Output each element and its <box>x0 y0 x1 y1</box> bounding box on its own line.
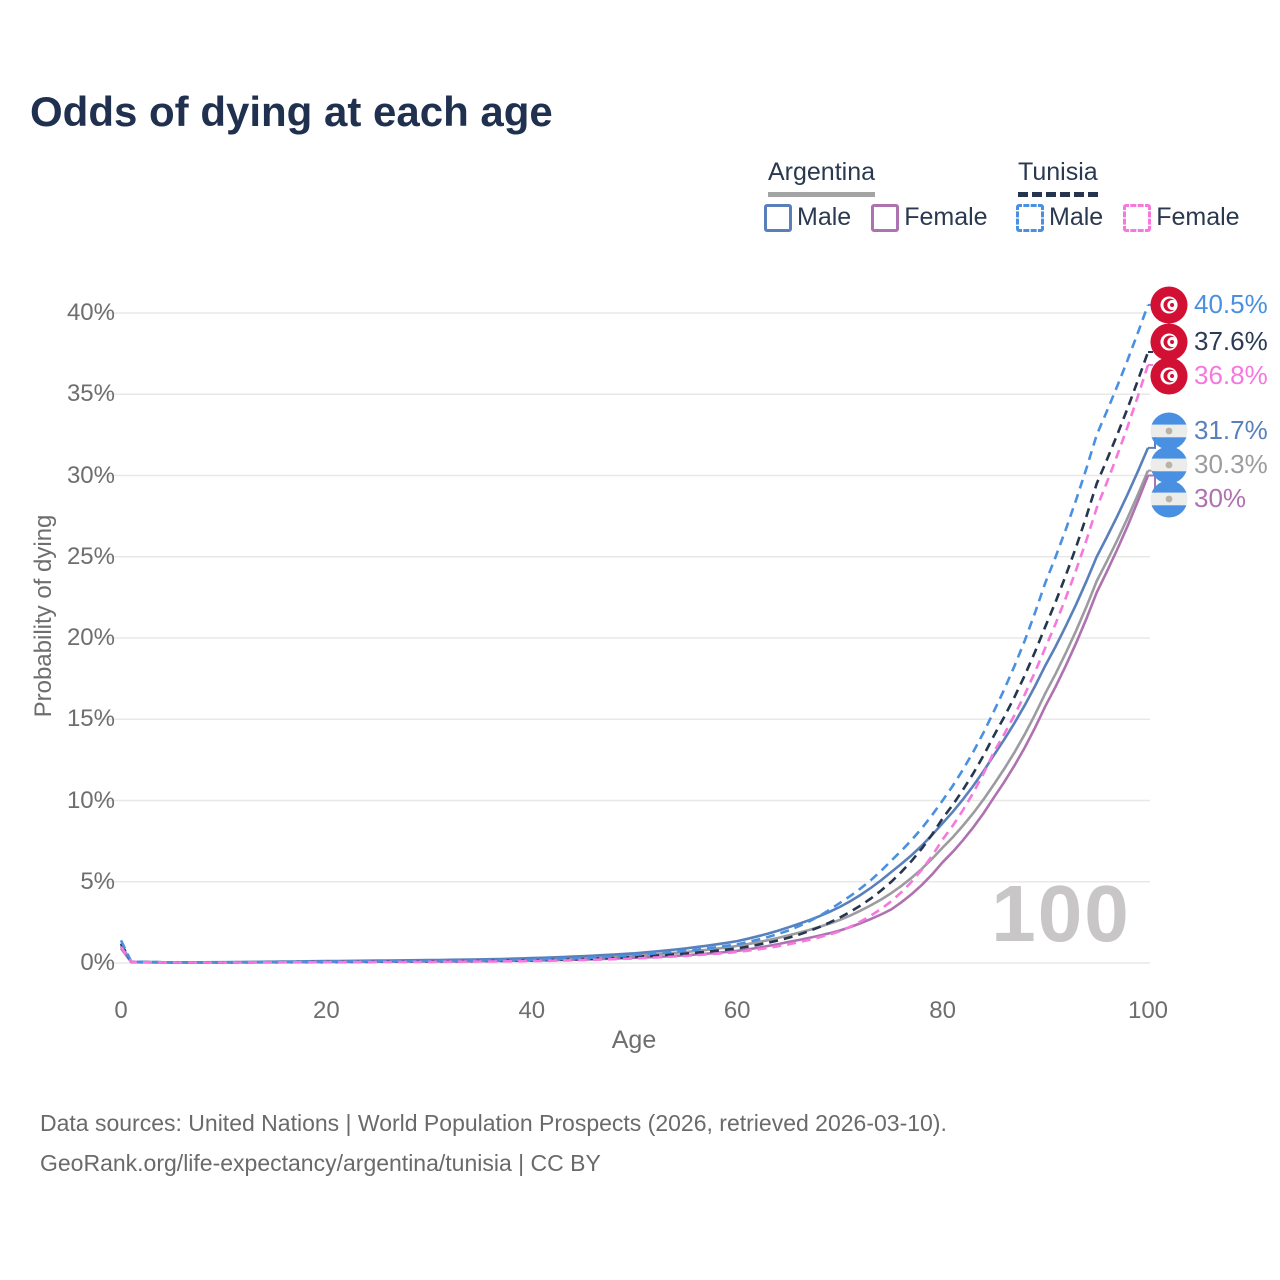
argentina-flag-icon <box>1150 480 1188 518</box>
y-tick-label: 30% <box>66 461 115 489</box>
x-tick-label: 0 <box>114 997 128 1024</box>
y-tick-label: 40% <box>66 299 115 326</box>
end-label-argentina-female: 30% <box>1150 480 1246 518</box>
legend-swatch-tunisia-female <box>1123 203 1152 232</box>
x-tick-label: 40 <box>518 997 546 1024</box>
legend-label: Male <box>1049 203 1104 231</box>
end-label-argentina-male: 31.7% <box>1150 412 1268 450</box>
end-label-tunisia-all: 37.6% <box>1150 322 1268 361</box>
legend-label: Female <box>1156 203 1240 231</box>
end-label-value: 30.3% <box>1194 449 1268 480</box>
x-tick-label: 60 <box>723 997 751 1024</box>
end-label-tunisia-male: 40.5% <box>1150 286 1268 324</box>
tunisia-flag-icon <box>1150 322 1188 361</box>
y-tick-label: 15% <box>66 705 115 733</box>
end-label-value: 36.8% <box>1194 360 1268 390</box>
end-label-argentina-all: 30.3% <box>1150 446 1268 484</box>
y-tick-label: 35% <box>66 380 115 408</box>
legend-swatch-argentina-female <box>871 203 900 232</box>
age-watermark: 100 <box>991 869 1131 958</box>
end-label-tunisia-female: 36.8% <box>1150 356 1268 395</box>
end-label-value: 30% <box>1194 483 1247 514</box>
legend-swatch-tunisia-male <box>1016 203 1044 232</box>
legend-group-argentina[interactable]: Argentina <box>768 158 876 197</box>
end-label-value: 31.7% <box>1194 415 1268 446</box>
legend-label: Male <box>797 203 852 231</box>
footer-attribution-link: GeoRank.org/life-expectancy/argentina/tu… <box>40 1150 601 1176</box>
footer-data-sources: Data sources: United Nations | World Pop… <box>40 1110 947 1136</box>
end-label-value: 37.6% <box>1194 326 1268 356</box>
argentina-flag-icon <box>1150 446 1188 484</box>
tunisia-flag-icon <box>1150 356 1188 395</box>
legend-item-tunisia-female[interactable]: Female <box>1123 203 1240 232</box>
y-tick-label: 20% <box>66 624 115 651</box>
tunisia-flag-icon <box>1150 286 1188 324</box>
y-tick-label: 5% <box>80 867 115 895</box>
argentina-flag-icon <box>1150 412 1188 450</box>
legend-item-argentina-male[interactable]: Male <box>764 203 851 232</box>
y-tick-label: 0% <box>80 949 115 976</box>
legend-row-argentina: Male Female <box>764 203 988 232</box>
legend-item-argentina-female[interactable]: Female <box>871 203 988 232</box>
x-axis-title: Age <box>611 1026 657 1054</box>
x-tick-label: 100 <box>1127 997 1169 1024</box>
y-tick-label: 25% <box>66 542 115 570</box>
legend-label: Female <box>904 203 988 231</box>
x-tick-label: 20 <box>313 997 340 1024</box>
page-title: Odds of dying at each age <box>30 88 553 135</box>
series-line-tunisia-male <box>119 304 1150 964</box>
x-tick-label: 80 <box>929 997 956 1024</box>
series-line-tunisia-female <box>119 364 1150 964</box>
y-tick-label: 10% <box>66 786 115 814</box>
legend-swatch-argentina-male <box>764 203 792 232</box>
legend-item-tunisia-male[interactable]: Male <box>1016 203 1103 232</box>
legend-group-tunisia[interactable]: Tunisia <box>1018 158 1098 197</box>
legend-row-tunisia: Male Female <box>1016 203 1240 232</box>
end-label-value: 40.5% <box>1194 289 1268 320</box>
